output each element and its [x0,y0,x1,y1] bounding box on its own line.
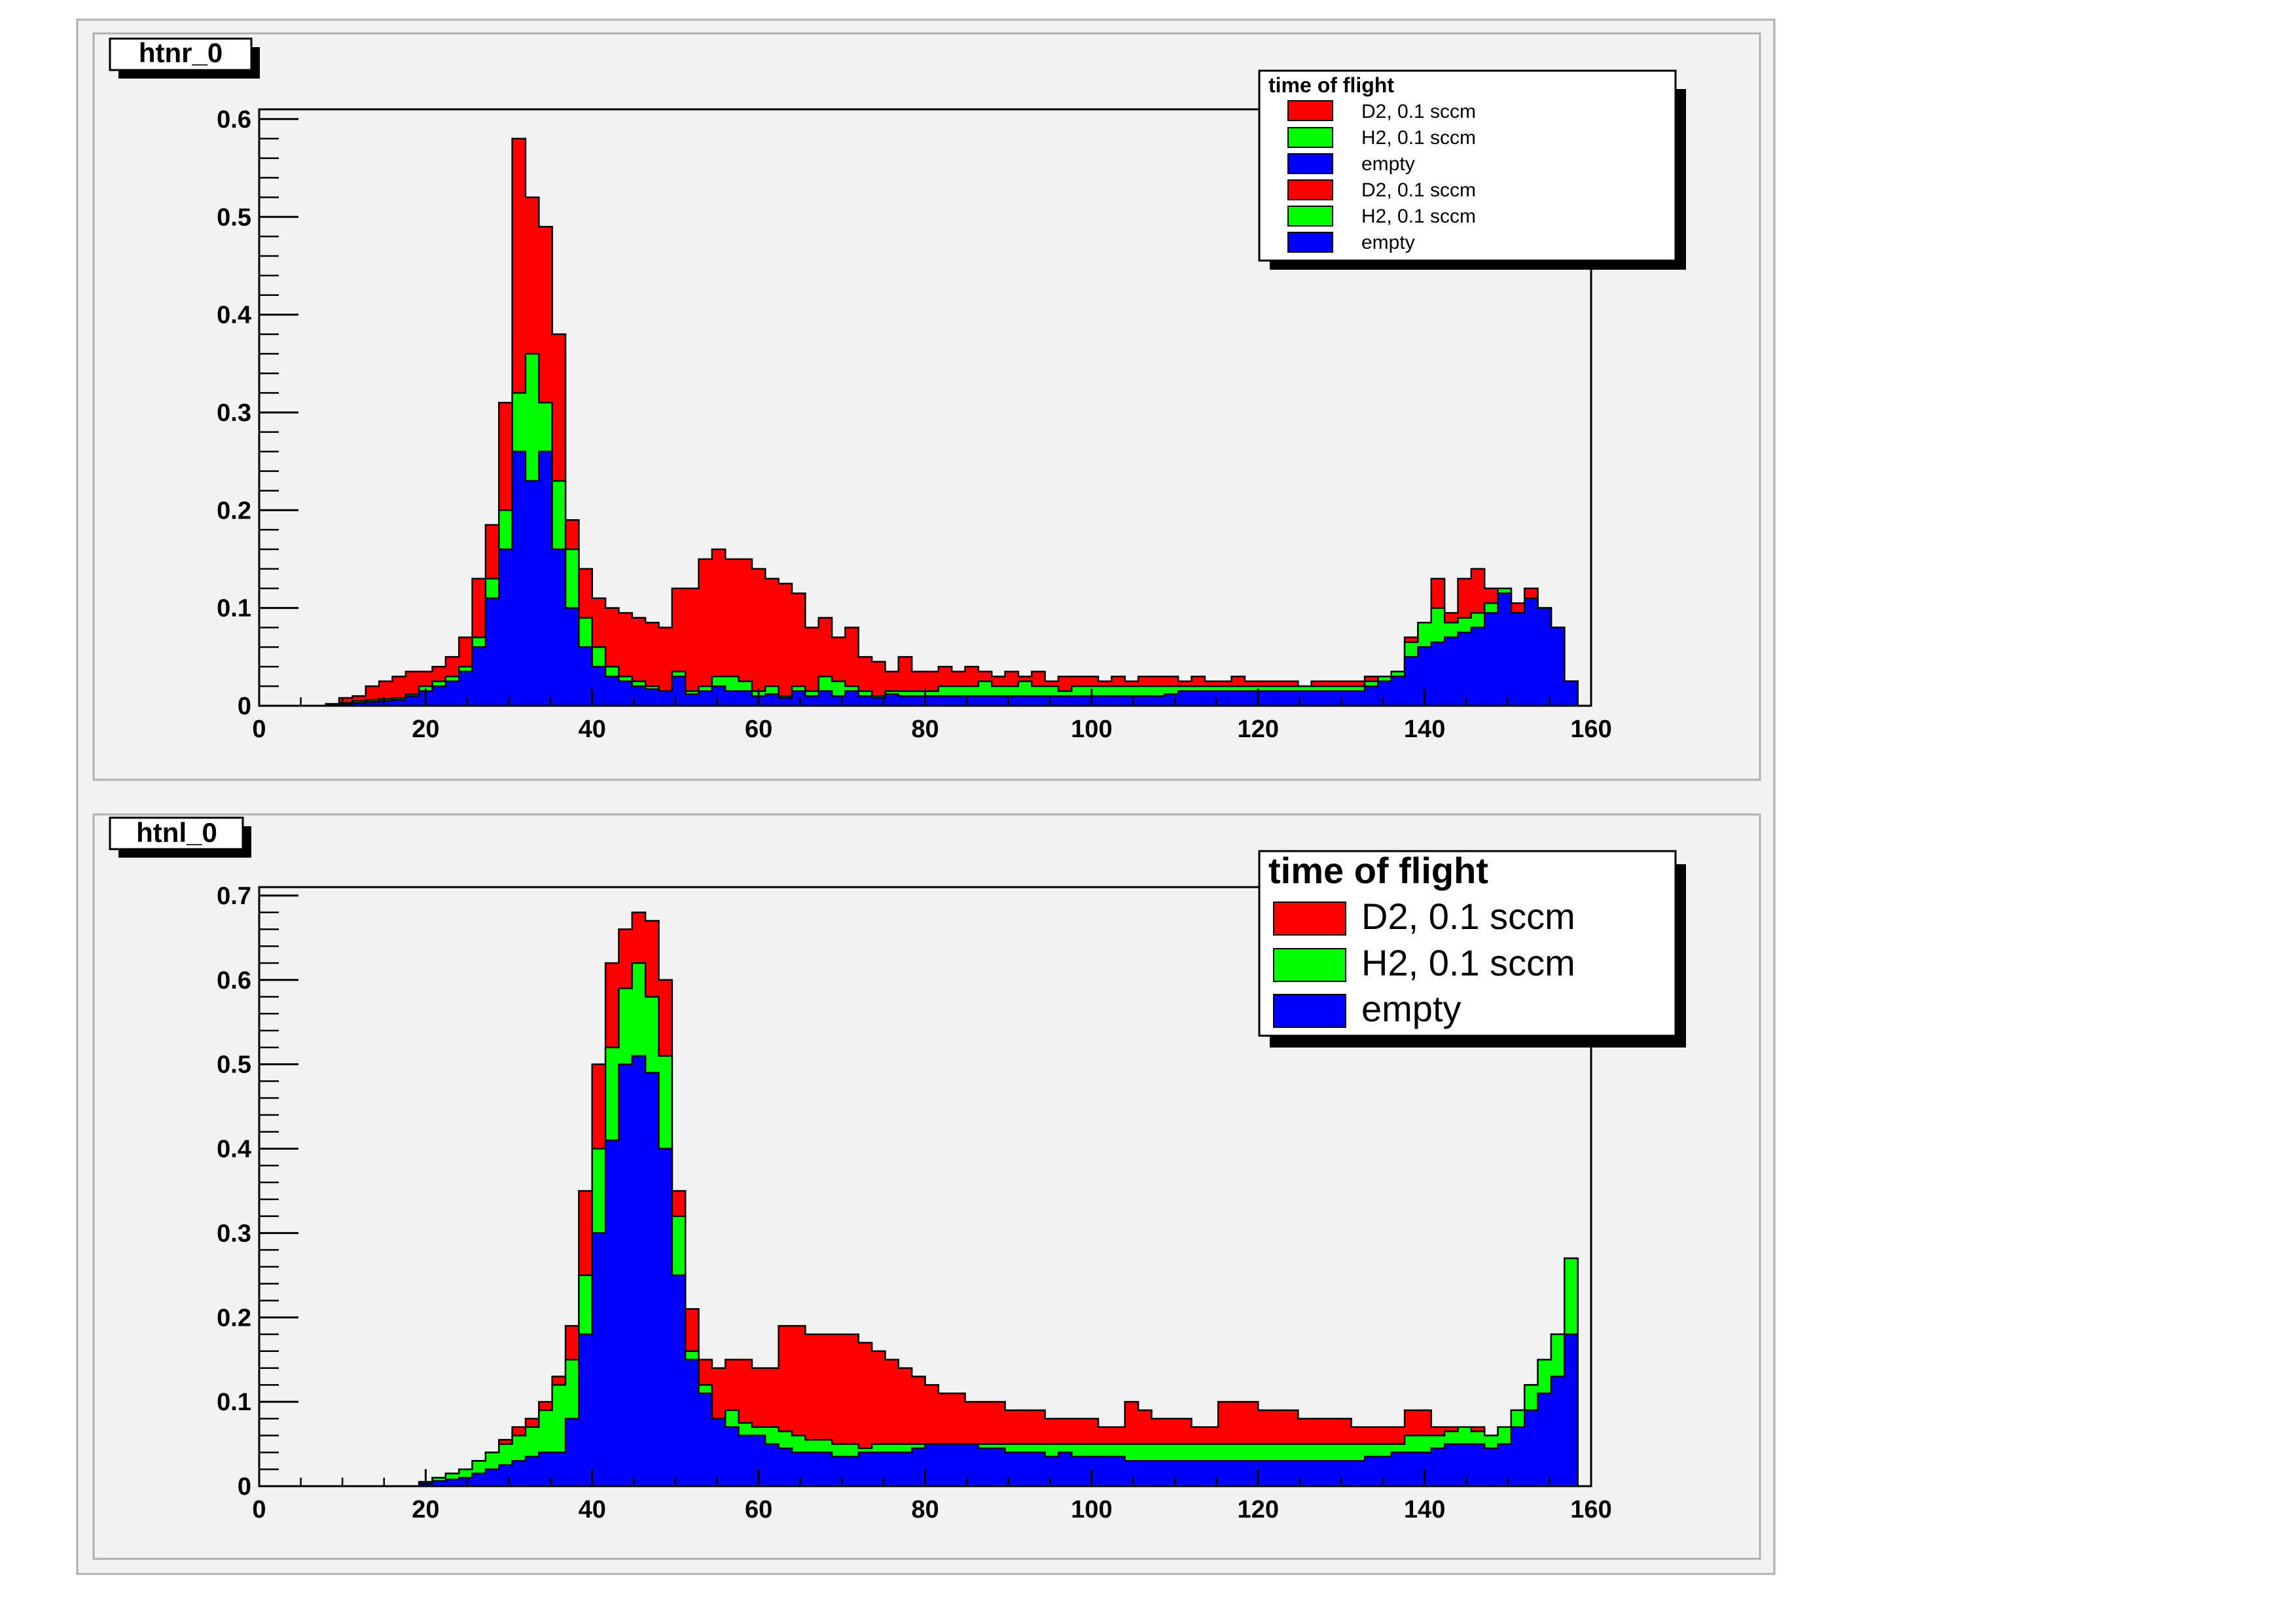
series-group [259,137,1579,707]
chart-htnl-0: 0 0.1 0.2 0.3 0.4 0.5 0.6 0.7 0 20 40 60 80 100 120 14… [92,813,1761,1560]
chart-title: htnl_0 [136,817,217,848]
y-tick-label: 0.6 [217,967,251,994]
legend-label-d2: D2, 0.1 sccm [1361,896,1575,937]
y-tick-label: 0.6 [217,106,251,134]
chart-title: htnr_0 [139,37,223,68]
legend: time of flight D2, 0.1 sccm H2, 0.1 sccm… [1258,69,1686,270]
x-axis: 0 20 40 60 80 100 120 140 160 [252,1469,1612,1523]
y-tick-label: 0 [238,1473,251,1501]
x-tick-label: 40 [579,716,606,743]
legend-swatch-empty [1273,994,1346,1028]
x-tick-label: 140 [1404,716,1445,743]
y-tick-label: 0.3 [217,399,251,427]
title-box: htnr_0 [109,37,260,79]
legend-label-h2: H2, 0.1 sccm [1361,127,1476,149]
legend-swatch-empty [1287,232,1333,253]
y-tick-label: 0 [238,693,251,720]
x-tick-label: 60 [745,1496,772,1523]
x-tick-label: 160 [1570,1496,1611,1523]
y-tick-label: 0.1 [217,595,251,623]
x-tick-label: 0 [252,716,266,743]
legend-swatch-d2 [1273,902,1346,936]
legend-label-h2: H2, 0.1 sccm [1361,942,1575,983]
series-group [259,911,1579,1487]
x-tick-label: 100 [1071,716,1112,743]
legend-swatch-empty [1287,153,1333,174]
x-tick-label: 0 [252,1496,266,1523]
title-box-frame [109,816,244,850]
legend-swatch-d2 [1287,100,1333,121]
x-tick-label: 80 [911,1496,939,1523]
y-tick-label: 0.3 [217,1220,251,1247]
y-tick-label: 0.7 [217,883,251,910]
legend-swatch-h2 [1273,948,1346,982]
x-tick-label: 20 [412,1496,439,1523]
title-box-frame [109,37,253,71]
legend-label-h2: H2, 0.1 sccm [1361,206,1476,227]
y-tick-label: 0.2 [217,497,251,524]
x-tick-label: 80 [911,716,939,743]
legend-swatch-h2 [1287,127,1333,148]
chart-htnr-0: 0 0.1 0.2 0.3 0.4 0.5 0.6 0 20 40 60 80 100 120 140 16… [92,32,1761,781]
x-tick-label: 60 [745,716,772,743]
y-tick-label: 0.5 [217,1051,251,1079]
legend-swatch-h2 [1287,206,1333,227]
legend-label-empty: empty [1361,153,1415,175]
legend-label-empty: empty [1361,988,1462,1029]
y-tick-label: 0.5 [217,204,251,231]
series-empty [259,1055,1579,1487]
legend-label-empty: empty [1361,232,1415,253]
x-tick-label: 120 [1238,1496,1279,1523]
y-axis: 0 0.1 0.2 0.3 0.4 0.5 0.6 0.7 [217,883,298,1501]
y-tick-label: 0.1 [217,1389,251,1416]
x-tick-label: 40 [579,1496,606,1523]
legend-title: time of flight [1268,850,1488,891]
series-empty [259,450,1579,707]
title-box: htnl_0 [109,816,251,858]
legend-label-d2: D2, 0.1 sccm [1361,179,1476,201]
legend-label-d2: D2, 0.1 sccm [1361,101,1476,122]
legend-title: time of flight [1268,73,1394,97]
y-tick-label: 0.4 [217,1136,251,1163]
legend: time of flight D2, 0.1 sccm H2, 0.1 sccm… [1258,850,1686,1048]
x-axis: 0 20 40 60 80 100 120 140 160 [252,689,1612,743]
x-tick-label: 100 [1071,1496,1112,1523]
x-tick-label: 160 [1570,716,1611,743]
legend-swatch-d2 [1287,179,1333,200]
x-tick-label: 140 [1404,1496,1445,1523]
y-axis: 0 0.1 0.2 0.3 0.4 0.5 0.6 [217,106,298,720]
y-tick-label: 0.2 [217,1304,251,1332]
x-tick-label: 20 [412,716,439,743]
x-tick-label: 120 [1238,716,1279,743]
y-tick-label: 0.4 [217,302,251,329]
